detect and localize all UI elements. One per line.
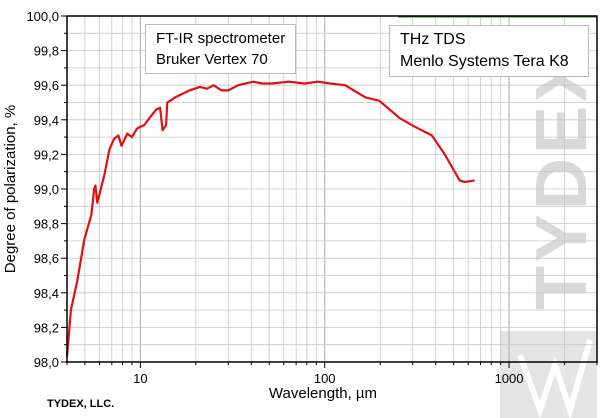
series-line-0 — [65, 80, 475, 357]
y-tick-label: 99,0 — [34, 182, 59, 197]
y-tick-label: 98,8 — [34, 217, 59, 232]
annotation-line: Bruker Vertex 70 — [156, 51, 268, 68]
annotation-ftir: FT-IR spectrometer Bruker Vertex 70 — [145, 24, 297, 74]
watermark-logo-mark — [517, 339, 593, 418]
footer-company: TYDEX, LLC. — [47, 398, 115, 410]
y-tick-label: 99,6 — [34, 78, 59, 93]
x-tick-label: 1000 — [495, 371, 524, 386]
plot-frame — [66, 15, 598, 363]
x-tick-label: 100 — [314, 371, 336, 386]
x-axis-label: Wavelength, µm — [269, 385, 377, 402]
y-tick-label: 99,2 — [34, 147, 59, 162]
y-tick-label: 98,4 — [34, 286, 59, 301]
y-tick-label: 99,4 — [34, 113, 59, 128]
annotation-thz: THz TDS Menlo Systems Tera K8 — [389, 25, 589, 77]
watermark-text: TYDEX — [522, 50, 600, 310]
y-axis-label: Degree of polarization, % — [2, 105, 19, 273]
y-tick-label: 99,8 — [34, 44, 59, 59]
x-tick-label: 10 — [133, 371, 147, 386]
y-tick-label: 100,0 — [26, 9, 59, 24]
annotation-line: THz TDS — [400, 31, 466, 48]
annotation-line: FT-IR spectrometer — [156, 30, 286, 47]
annotation-line: Menlo Systems Tera K8 — [400, 53, 569, 70]
y-tick-label: 98,2 — [34, 320, 59, 335]
y-tick-label: 98,0 — [34, 355, 59, 370]
y-tick-label: 98,6 — [34, 251, 59, 266]
